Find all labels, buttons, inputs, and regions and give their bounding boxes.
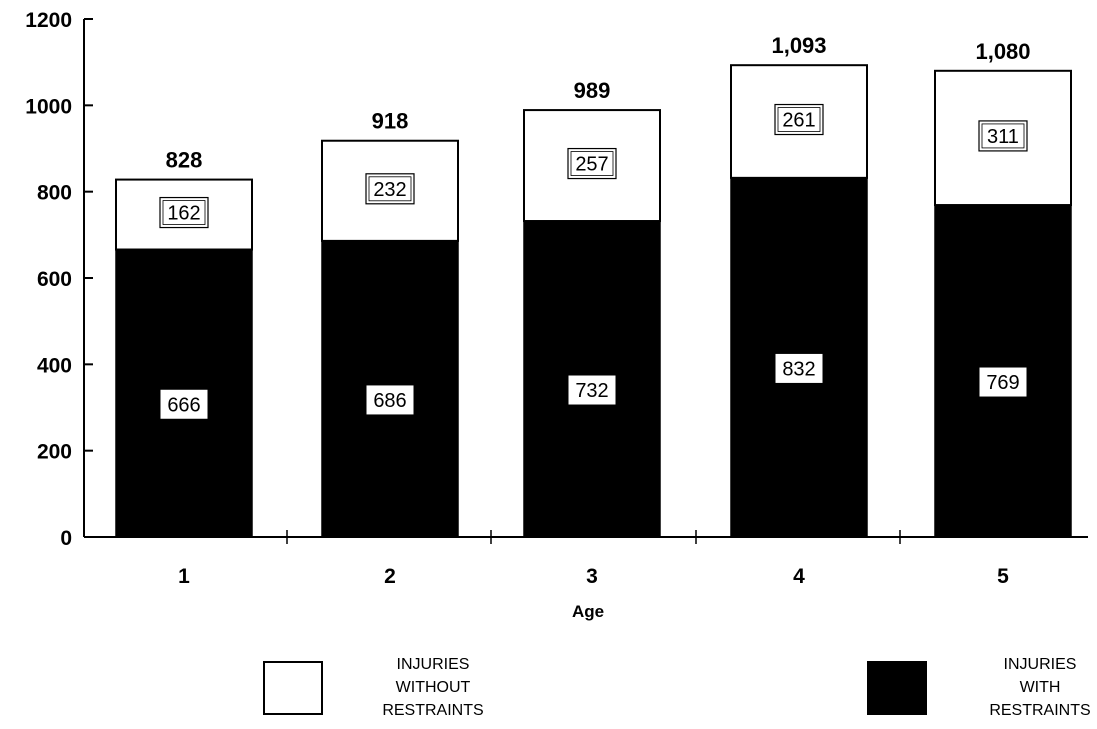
with-restraints-value-label: 686 [373, 390, 406, 412]
legend-swatch [867, 661, 927, 715]
without-restraints-box-outer [365, 173, 415, 205]
without-restraints-value-label: 232 [373, 179, 406, 201]
without-restraints-box-inner [368, 176, 412, 202]
without-restraints-value-box [774, 103, 824, 136]
legend-label-line: WITH [1020, 679, 1061, 696]
without-restraints-value-box [567, 147, 617, 180]
without-restraints-box-inner [570, 151, 614, 176]
legend-label-line: INJURIES [1004, 656, 1077, 673]
bar-total-label: 989 [574, 78, 611, 103]
with-restraints-value-box [774, 352, 824, 384]
bar-total-label: 1,093 [771, 33, 826, 58]
legend-label-line: INJURIES [397, 656, 470, 673]
without-restraints-box-inner [981, 123, 1025, 149]
with-restraints-value-label: 832 [782, 358, 815, 380]
y-tick-label: 0 [60, 527, 72, 550]
bar-total-label: 1,080 [975, 39, 1030, 64]
y-tick-label: 200 [37, 441, 72, 464]
x-tick-label: 5 [997, 565, 1009, 588]
legend-label-line: RESTRAINTS [382, 702, 483, 719]
y-tick-label: 600 [37, 268, 72, 291]
with-restraints-value-box [978, 366, 1028, 398]
without-restraints-box-outer [774, 103, 824, 136]
legend-item: INJURIES WITH RESTRAINTS [867, 656, 1091, 719]
without-restraints-box-outer [159, 196, 209, 229]
legend-label-line: RESTRAINTS [989, 702, 1090, 719]
without-restraints-value-label: 261 [782, 110, 815, 132]
y-tick-label: 1000 [25, 95, 72, 118]
bar-total-label: 828 [166, 148, 203, 173]
legend-swatch [263, 661, 323, 715]
y-tick-label: 400 [37, 354, 72, 377]
with-restraints-value-label: 732 [575, 380, 608, 402]
without-restraints-value-label: 311 [987, 126, 1019, 148]
bars-layer [115, 64, 1072, 538]
without-restraints-value-label: 162 [167, 203, 200, 225]
with-restraints-value-box [567, 374, 617, 406]
with-restraints-value-box [159, 388, 209, 420]
with-restraints-value-box [365, 384, 415, 416]
x-tick-label: 3 [586, 565, 598, 588]
labels-layer: 666 162 828 686 232 918 732 257 989 832 261 1,093 76… [159, 33, 1031, 420]
without-restraints-box-outer [978, 120, 1028, 152]
legend: INJURIES WITHOUT RESTRAINTS INJURIES WITH RES… [263, 656, 1091, 719]
x-tick-label: 4 [793, 565, 805, 588]
without-restraints-value-box [159, 196, 209, 229]
with-restraints-value-label: 666 [167, 394, 200, 416]
legend-item: INJURIES WITHOUT RESTRAINTS [263, 656, 484, 719]
legend-label-line: WITHOUT [396, 679, 471, 696]
without-restraints-value-label: 257 [575, 154, 608, 176]
bar-total-label: 918 [372, 109, 409, 134]
x-tick-label: 1 [178, 565, 190, 588]
without-restraints-value-box [978, 120, 1028, 152]
without-restraints-box-inner [777, 107, 821, 132]
without-restraints-box-inner [162, 200, 206, 225]
with-restraints-value-label: 769 [986, 372, 1019, 394]
y-tick-label: 1200 [25, 9, 72, 32]
y-tick-label: 800 [37, 182, 72, 205]
x-axis-title: Age [572, 602, 604, 621]
x-tick-label: 2 [384, 565, 396, 588]
without-restraints-box-outer [567, 147, 617, 180]
without-restraints-value-box [365, 173, 415, 205]
